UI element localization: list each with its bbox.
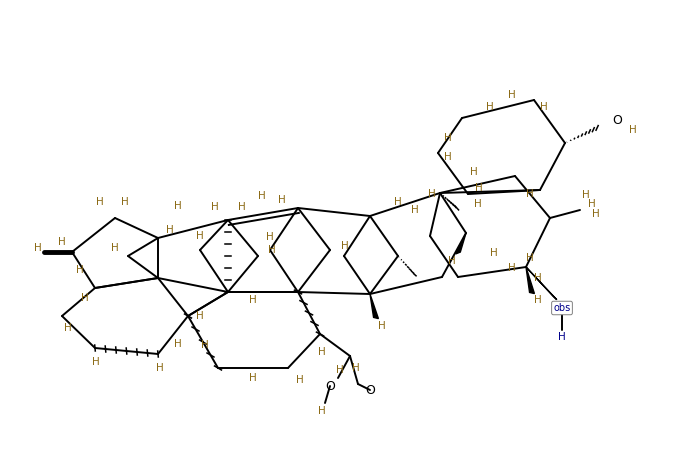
Text: H: H <box>341 241 349 251</box>
Text: H: H <box>278 195 286 205</box>
Text: H: H <box>534 295 542 305</box>
Text: H: H <box>588 199 596 209</box>
Text: H: H <box>428 189 436 199</box>
Text: H: H <box>121 197 129 207</box>
Text: H: H <box>486 102 494 112</box>
Text: H: H <box>96 197 104 207</box>
Polygon shape <box>526 267 534 294</box>
Text: H: H <box>534 273 542 283</box>
Text: H: H <box>444 133 452 143</box>
Text: H: H <box>475 183 483 193</box>
Text: H: H <box>474 199 482 209</box>
Text: H: H <box>378 321 386 331</box>
Text: H: H <box>352 363 360 373</box>
Text: H: H <box>490 248 498 258</box>
Text: H: H <box>174 339 182 349</box>
Text: H: H <box>211 202 219 212</box>
Polygon shape <box>370 294 379 319</box>
Text: H: H <box>258 191 266 201</box>
Text: H: H <box>508 263 516 273</box>
Text: H: H <box>166 225 174 235</box>
Text: H: H <box>81 293 89 303</box>
Text: H: H <box>238 202 246 212</box>
Text: H: H <box>448 256 456 266</box>
Text: H: H <box>156 363 164 373</box>
Text: H: H <box>318 406 326 416</box>
Text: H: H <box>76 265 84 275</box>
Text: H: H <box>318 347 326 357</box>
Text: H: H <box>34 243 42 253</box>
Text: H: H <box>196 311 204 321</box>
Text: H: H <box>58 237 66 247</box>
Text: H: H <box>558 332 566 342</box>
Text: O: O <box>612 113 622 126</box>
Text: H: H <box>64 323 72 333</box>
Text: H: H <box>629 125 637 135</box>
Text: H: H <box>249 373 257 383</box>
Text: H: H <box>196 231 204 241</box>
Text: H: H <box>470 167 478 177</box>
Text: H: H <box>92 357 100 367</box>
Text: H: H <box>266 232 274 242</box>
Text: H: H <box>296 375 304 385</box>
Text: H: H <box>526 189 534 199</box>
Text: H: H <box>111 243 119 253</box>
Text: H: H <box>336 365 344 375</box>
Text: H: H <box>201 340 209 350</box>
Text: H: H <box>508 90 516 100</box>
Text: H: H <box>174 201 182 211</box>
Text: H: H <box>582 190 590 200</box>
Polygon shape <box>526 267 557 300</box>
Text: H: H <box>394 197 402 207</box>
Text: O: O <box>365 383 375 396</box>
Text: H: H <box>540 102 548 112</box>
Text: H: H <box>526 253 534 263</box>
Text: H: H <box>268 245 276 255</box>
Text: H: H <box>411 205 419 215</box>
Text: O: O <box>325 380 335 393</box>
Text: H: H <box>592 209 600 219</box>
Polygon shape <box>455 233 466 254</box>
Text: H: H <box>444 152 452 162</box>
Text: obs: obs <box>553 303 571 313</box>
Text: H: H <box>249 295 257 305</box>
